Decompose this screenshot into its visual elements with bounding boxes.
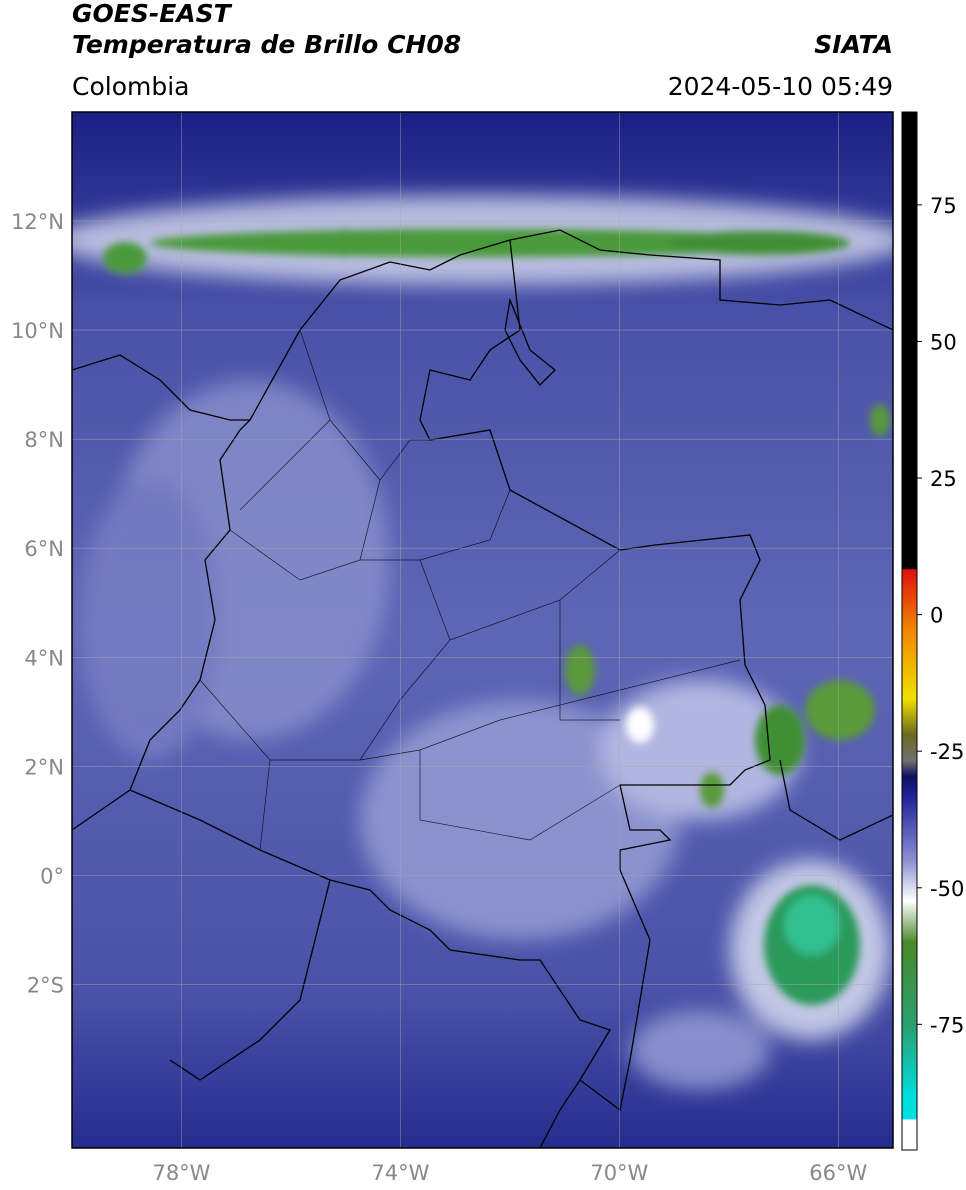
timestamp: 2024-05-10 05:49 — [668, 72, 893, 101]
lon-label: 74°W — [371, 1161, 429, 1185]
lon-label: 70°W — [590, 1161, 648, 1185]
title: GOES-EAST — [72, 0, 233, 28]
lat-label: 2°N — [24, 755, 64, 779]
colorbar-label: 0 — [930, 604, 943, 628]
lon-label: 66°W — [809, 1161, 867, 1185]
lon-label: 78°W — [152, 1161, 210, 1185]
colorbar-label: 75 — [930, 194, 957, 218]
lat-label: 2°S — [27, 973, 64, 997]
colorbar — [901, 111, 918, 1151]
map-frame — [71, 111, 894, 1149]
lat-label: 10°N — [11, 319, 64, 343]
source: SIATA — [814, 30, 893, 59]
colorbar-label: 25 — [930, 467, 957, 491]
satellite-image — [72, 112, 893, 1148]
colorbar-label: -50 — [930, 877, 964, 901]
region: Colombia — [72, 72, 189, 101]
title: Temperatura de Brillo CH08 — [72, 30, 461, 59]
lat-label: 12°N — [11, 210, 64, 234]
lat-label: 4°N — [24, 646, 64, 670]
lat-label: 0° — [40, 864, 64, 888]
colorbar-label: 50 — [930, 330, 957, 354]
lat-label: 6°N — [24, 537, 64, 561]
colorbar-label: -75 — [930, 1013, 964, 1037]
colorbar-label: -25 — [930, 740, 964, 764]
lat-label: 8°N — [24, 428, 64, 452]
